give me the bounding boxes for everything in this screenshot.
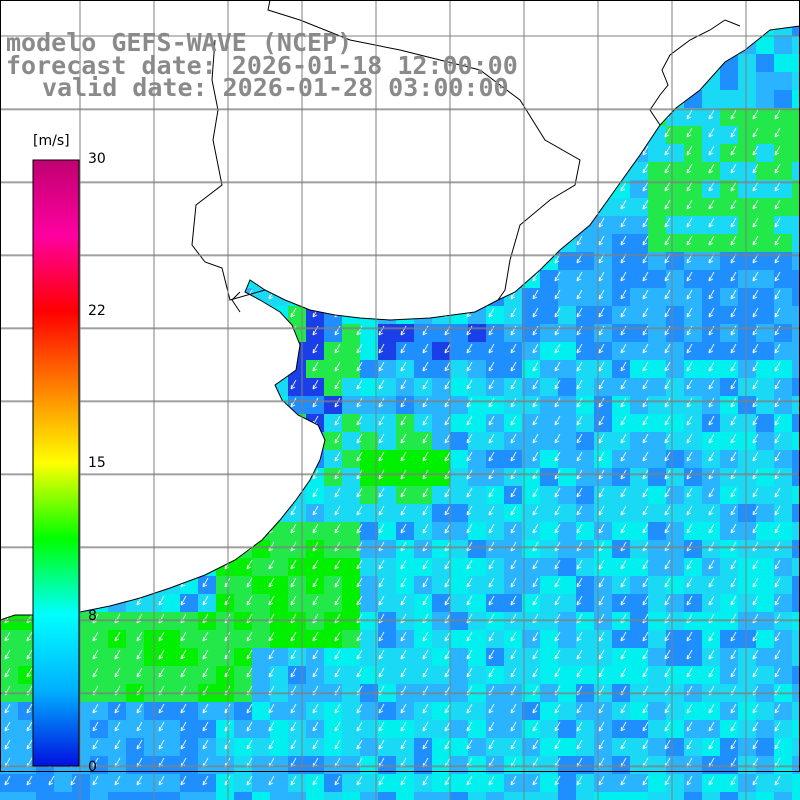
land-mass [0, 0, 800, 620]
valid-date: valid date: 2026-01-28 03:00:00 [42, 73, 509, 102]
forecast-date: forecast date: 2026-01-18 12:00:00 [6, 51, 518, 80]
colorbar-tick-30: 30 [88, 151, 106, 167]
model-title: modelo GEFS-WAVE (NCEP) [6, 28, 353, 57]
colorbar-tick-8: 8 [88, 608, 97, 624]
coastline [0, 0, 800, 621]
colorbar-tick-0: 0 [88, 759, 97, 775]
colorbar-scale [32, 159, 80, 767]
colorbar-tick-15: 15 [88, 455, 106, 471]
colorbar [32, 159, 80, 767]
colorbar-tick-22: 22 [88, 303, 106, 319]
colorbar-unit: [m/s] [33, 133, 70, 149]
